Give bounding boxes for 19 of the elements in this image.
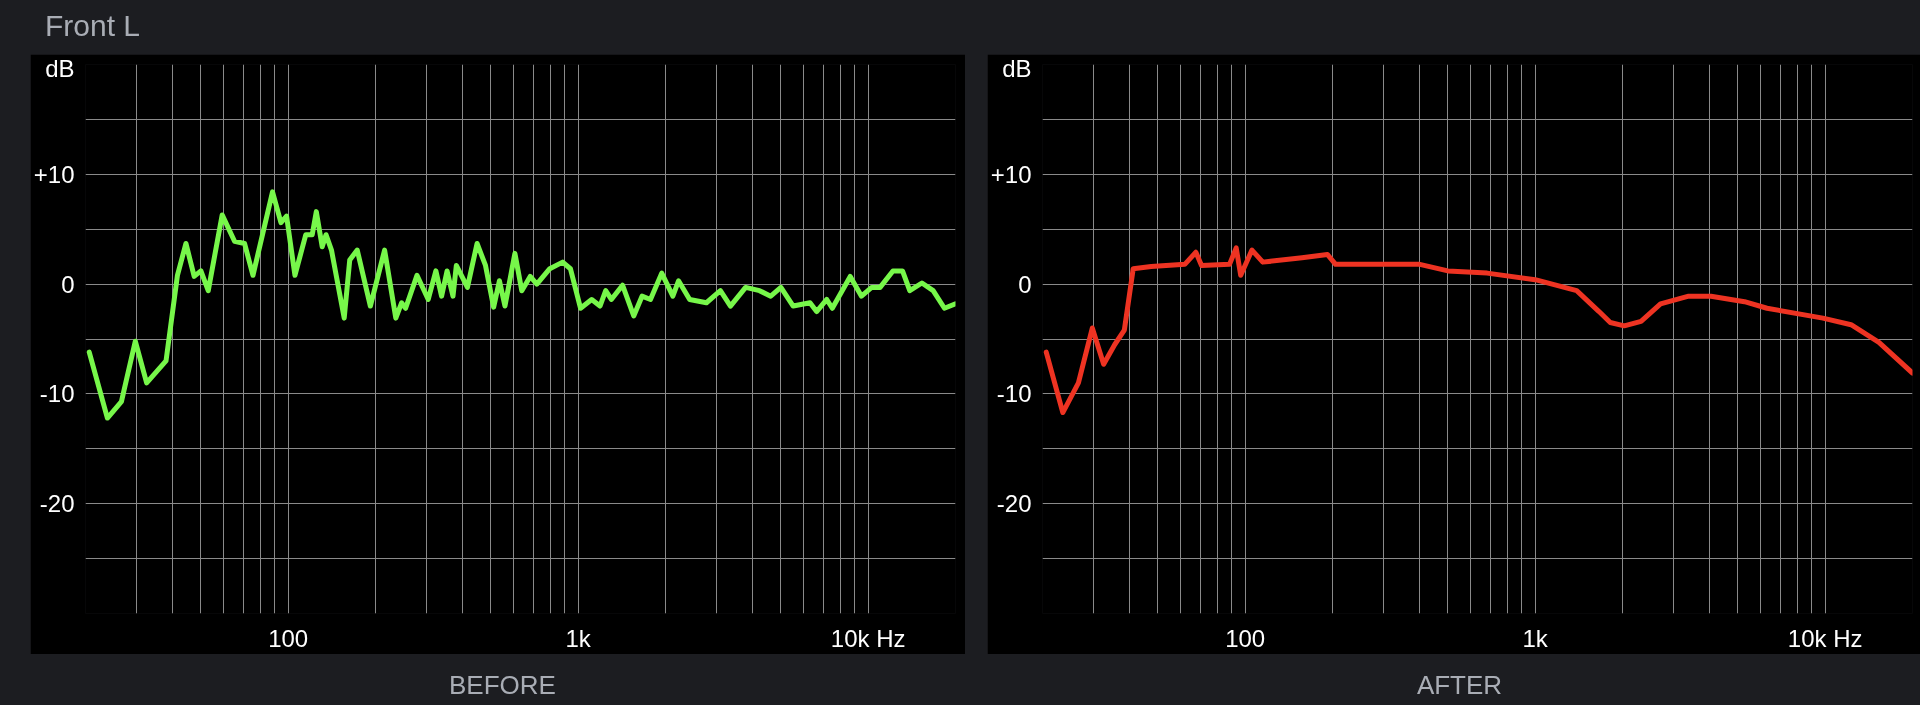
chart-title: Front L bbox=[45, 8, 141, 44]
x-tick-label: 1k bbox=[565, 624, 592, 652]
y-tick-label: 0 bbox=[61, 270, 75, 298]
x-tick-label: 10k Hz bbox=[1787, 624, 1863, 652]
x-tick-label: 100 bbox=[1225, 624, 1266, 652]
y-tick-label: 0 bbox=[1018, 270, 1032, 298]
y-axis-title: dB bbox=[45, 54, 75, 82]
y-tick-label: -20 bbox=[39, 490, 75, 518]
y-axis-title: dB bbox=[1002, 54, 1032, 82]
y-tick-label: -20 bbox=[996, 490, 1032, 518]
y-tick-label: +10 bbox=[990, 160, 1032, 188]
y-tick-label: +10 bbox=[33, 160, 75, 188]
x-axis-title: AFTER bbox=[1416, 669, 1503, 702]
x-tick-label: 10k Hz bbox=[830, 624, 906, 652]
x-tick-label: 1k bbox=[1522, 624, 1549, 652]
y-tick-label: -10 bbox=[996, 380, 1032, 408]
x-tick-label: 100 bbox=[268, 624, 309, 652]
x-axis-title: BEFORE bbox=[449, 669, 556, 702]
y-tick-label: -10 bbox=[39, 380, 75, 408]
